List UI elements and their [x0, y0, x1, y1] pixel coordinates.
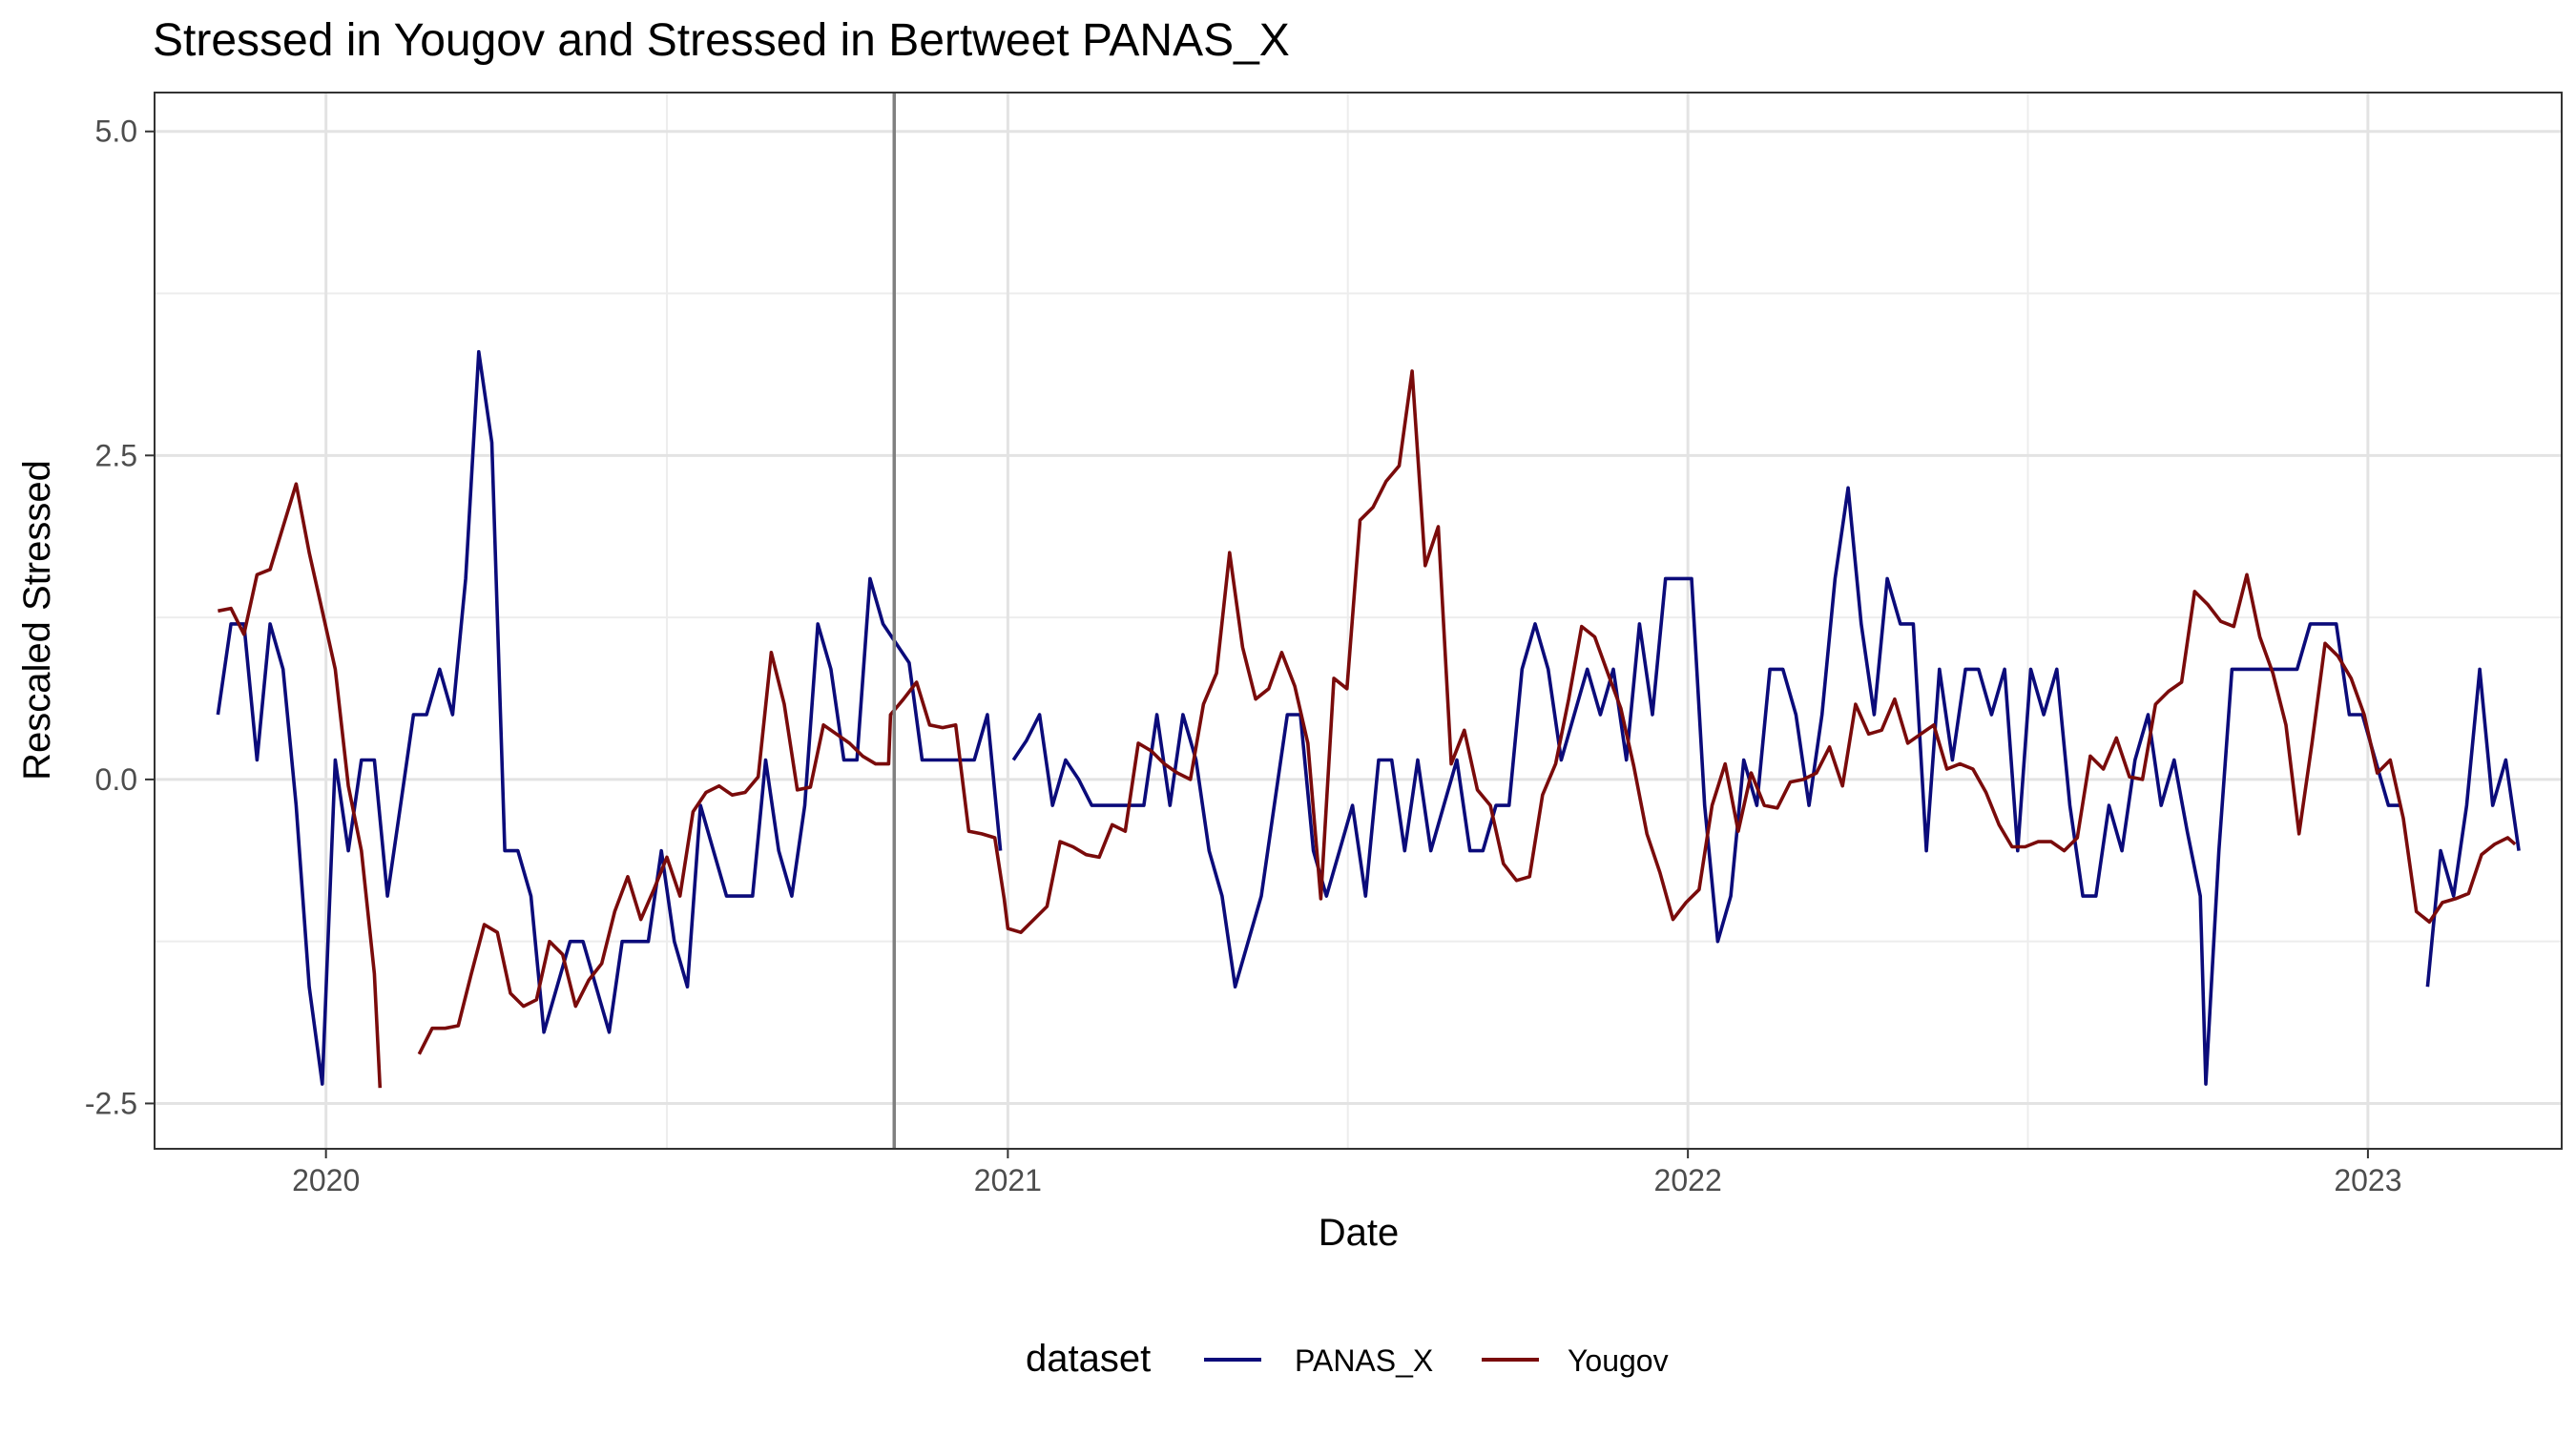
series-line-panas-x	[216, 349, 1003, 1086]
series-line-yougov	[417, 369, 2517, 1055]
x-tick-label: 2020	[292, 1163, 360, 1197]
grid-major	[155, 93, 2562, 1149]
legend: dataset PANAS_X Yougov	[1026, 1338, 1669, 1380]
series-line-yougov	[218, 482, 383, 1089]
y-axis-title: Rescaled Stressed	[16, 460, 58, 780]
x-tick-label: 2022	[1654, 1163, 1722, 1197]
plot-border	[154, 92, 2563, 1150]
x-tick-label: 2023	[2334, 1163, 2401, 1197]
legend-label-yougov: Yougov	[1568, 1343, 1669, 1378]
grid-minor	[155, 93, 2562, 1149]
y-tick-label: 0.0	[95, 762, 137, 797]
x-tick-label: 2021	[974, 1163, 1042, 1197]
series-line-panas-x	[2425, 667, 2521, 988]
x-axis: 2020 2021 2022 2023	[292, 1149, 2402, 1197]
y-tick-label: 5.0	[95, 114, 137, 149]
plot-panel	[155, 93, 2562, 1149]
y-axis: -2.5 0.0 2.5 5.0	[85, 114, 155, 1120]
series-line-panas-x	[1011, 486, 2402, 1086]
y-tick-label: -2.5	[85, 1086, 137, 1120]
legend-label-panas-x: PANAS_X	[1295, 1343, 1433, 1378]
x-axis-title: Date	[1319, 1212, 1400, 1254]
chart-title: Stressed in Yougov and Stressed in Bertw…	[153, 15, 1290, 66]
series-layer	[216, 349, 2521, 1089]
y-tick-label: 2.5	[95, 438, 137, 472]
legend-title: dataset	[1026, 1338, 1151, 1380]
